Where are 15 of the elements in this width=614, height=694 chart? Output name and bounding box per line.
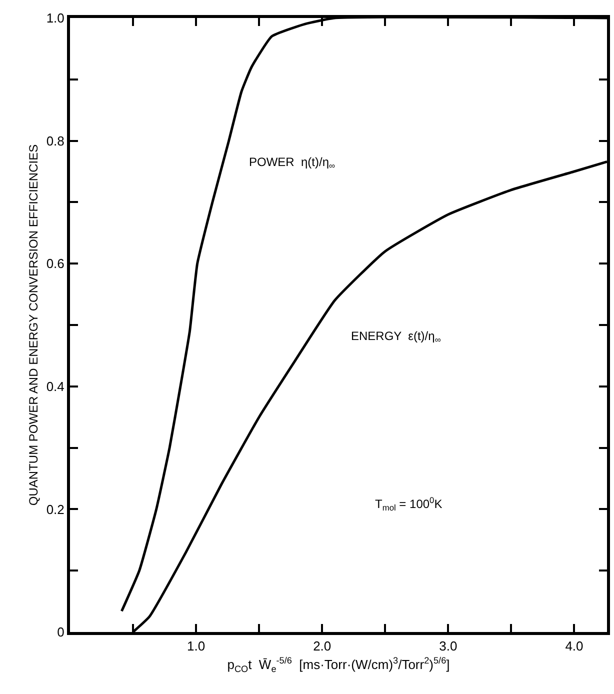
y-axis-title: QUANTUM POWER AND ENERGY CONVERSION EFFICIENCIES	[26, 144, 41, 506]
x-tick-label: 2.0	[313, 638, 332, 654]
text: p$_{CO}$t W̄$_{e}$$^{-5/6}$ [ms·Torr·(W/cm)$^{3}$/Torr$^{2}$)$^{5/6}$]	[227, 656, 450, 674]
annotation: POWER η(t)/η$_{∞}$	[249, 155, 336, 171]
y-tick-label: 0.6	[46, 256, 64, 272]
y-tick-label: 0.4	[46, 378, 64, 394]
y-tick-label: 0.2	[46, 502, 64, 517]
annotation: ENERGY ε(t)/η$_{∞}$	[351, 329, 441, 345]
y-tick-label: 1.0	[46, 10, 64, 26]
x-tick-label: 1.0	[187, 638, 206, 654]
y-tick-label: 0.8	[46, 133, 64, 148]
y-tick-label: 0	[57, 624, 64, 640]
annotation: T$_{mol}$ = 100$^{0}$K	[375, 495, 442, 513]
x-tick-label: 3.0	[439, 638, 458, 654]
x-tick-label: 4.0	[565, 638, 584, 654]
